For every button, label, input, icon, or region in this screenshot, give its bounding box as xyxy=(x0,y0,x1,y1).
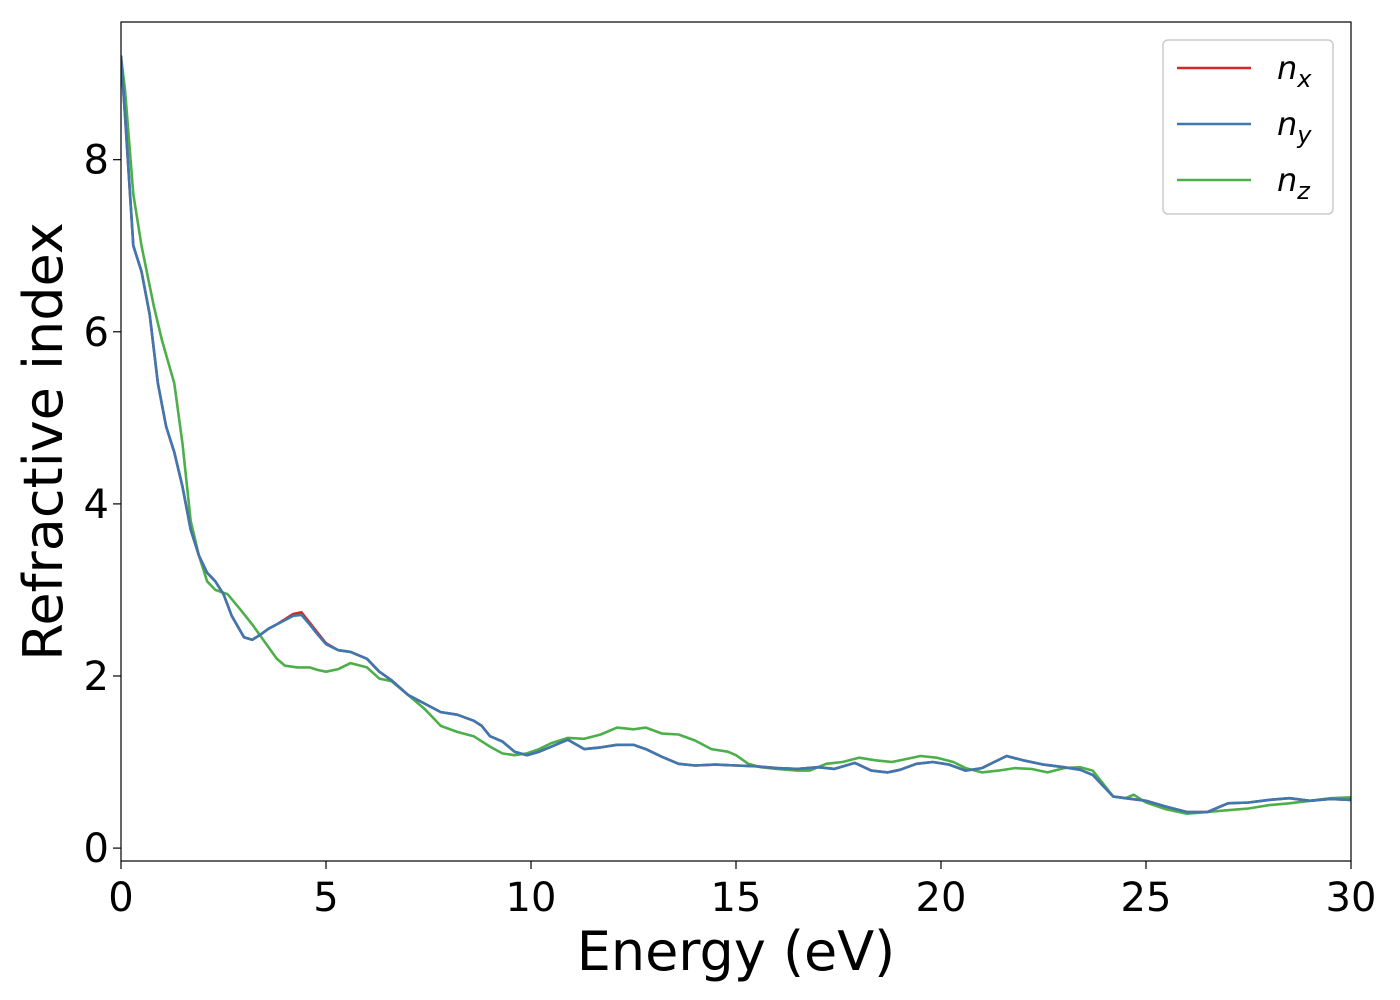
legend-box xyxy=(1162,39,1334,215)
y-axis-label: Refractive index xyxy=(12,222,75,661)
series-lines xyxy=(121,55,1351,816)
y-tick-label: 8 xyxy=(84,138,109,184)
x-tick-label: 0 xyxy=(108,875,133,921)
y-tick-label: 4 xyxy=(84,482,109,528)
y-tick-label: 0 xyxy=(84,826,109,872)
axis-ticks: 0 5 10 15 20 25 30 0 2 4 6 8 xyxy=(84,138,1377,921)
legend-label-n-y: ny xyxy=(1277,105,1312,149)
y-tick-label: 6 xyxy=(84,310,109,356)
series-line-n-z xyxy=(121,55,1351,816)
x-tick-label: 30 xyxy=(1326,875,1377,921)
legend-label-base: n xyxy=(1277,161,1297,199)
x-tick-label: 15 xyxy=(711,875,762,921)
x-tick-label: 25 xyxy=(1121,875,1172,921)
legend-label-base: n xyxy=(1277,49,1297,87)
x-tick-label: 5 xyxy=(313,875,338,921)
y-tick-label: 2 xyxy=(84,654,109,700)
legend-label-subscript: x xyxy=(1296,65,1312,93)
x-tick-label: 10 xyxy=(506,875,557,921)
x-axis-label: Energy (eV) xyxy=(577,920,896,983)
legend-label-base: n xyxy=(1277,105,1297,143)
legend-label-subscript: y xyxy=(1296,121,1312,149)
legend-label-subscript: z xyxy=(1296,177,1311,205)
series-line-n-y xyxy=(121,55,1351,814)
legend-label-n-x: nx xyxy=(1277,49,1312,93)
legend-label-n-z: nz xyxy=(1277,161,1311,205)
x-tick-label: 20 xyxy=(916,875,967,921)
